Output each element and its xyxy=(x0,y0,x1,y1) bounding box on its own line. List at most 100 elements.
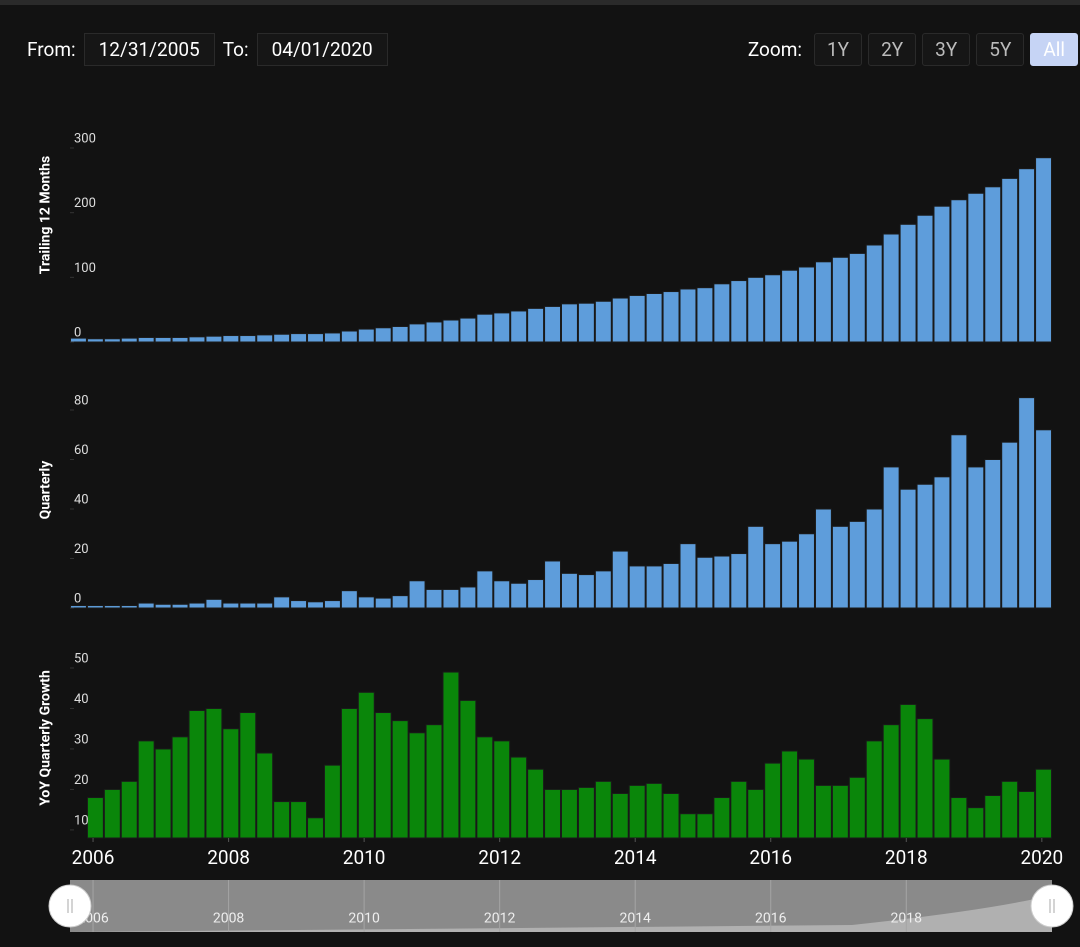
bar xyxy=(831,256,849,343)
zoom: Zoom: 1Y 2Y 3Y 5Y All xyxy=(748,32,1078,66)
bar xyxy=(459,317,477,343)
y-tick-label: 20 xyxy=(74,542,89,557)
y-tick-label: 200 xyxy=(74,196,96,211)
y-tick-label: 40 xyxy=(74,692,89,707)
bar xyxy=(865,244,883,343)
zoom-button[interactable]: 1Y xyxy=(813,32,863,66)
x-tick-label: 2020 xyxy=(1020,846,1063,869)
bar xyxy=(764,762,782,839)
bar xyxy=(205,598,223,609)
bar xyxy=(408,732,426,839)
bar xyxy=(1018,790,1036,839)
bar xyxy=(171,603,189,609)
bar xyxy=(984,459,1002,609)
handle-circle xyxy=(1030,884,1074,928)
bar xyxy=(950,199,968,343)
navigator-label: 2018 xyxy=(891,911,923,927)
bar xyxy=(323,332,341,343)
bar xyxy=(442,319,460,343)
bar xyxy=(882,466,900,609)
bar xyxy=(1018,397,1036,609)
bar xyxy=(442,588,460,609)
bar xyxy=(899,488,917,609)
bar xyxy=(984,186,1002,343)
to-input[interactable]: 04/01/2020 xyxy=(256,32,388,66)
bar xyxy=(679,543,697,609)
bar xyxy=(544,305,562,343)
x-tick-label: 2018 xyxy=(885,846,928,869)
y-tick-label: 80 xyxy=(74,393,89,408)
bar xyxy=(899,223,917,343)
navigator-label: 2010 xyxy=(348,911,380,927)
bar xyxy=(831,784,849,839)
zoom-button[interactable]: All xyxy=(1030,32,1078,66)
navigator-label: 2008 xyxy=(213,911,245,927)
bar xyxy=(1001,441,1019,609)
y-tick-label: 100 xyxy=(74,261,96,276)
bar xyxy=(577,574,595,609)
bar xyxy=(1035,429,1053,609)
y-tick-label: 60 xyxy=(74,443,89,458)
bar xyxy=(188,602,206,609)
bar xyxy=(70,337,87,343)
bar xyxy=(1035,768,1053,839)
navigator-handle[interactable] xyxy=(1030,884,1074,928)
zoom-button[interactable]: 3Y xyxy=(922,32,971,66)
bar xyxy=(865,740,883,839)
y-tick-label: 30 xyxy=(74,732,89,747)
bar xyxy=(781,750,799,839)
bar xyxy=(273,596,291,609)
bar xyxy=(679,813,697,839)
date-range: From: 12/31/2005 To: 04/01/2020 xyxy=(27,32,396,66)
bar xyxy=(120,605,138,609)
x-tick-label: 2010 xyxy=(343,846,386,869)
bar xyxy=(476,313,494,343)
bar xyxy=(290,333,308,343)
bar xyxy=(476,570,494,609)
bar xyxy=(391,595,409,609)
navigator-handle[interactable] xyxy=(48,884,92,928)
bar xyxy=(510,756,528,839)
bar xyxy=(696,287,714,343)
bar xyxy=(730,553,748,609)
bar xyxy=(408,580,426,609)
bar xyxy=(256,752,274,839)
bar xyxy=(391,720,409,839)
x-tick-label: 2006 xyxy=(72,846,115,869)
bar xyxy=(510,582,528,609)
bar xyxy=(798,266,815,343)
bar xyxy=(594,780,612,839)
from-input[interactable]: 12/31/2005 xyxy=(83,32,215,66)
bar xyxy=(188,710,206,839)
bar xyxy=(493,740,511,839)
bar xyxy=(323,764,341,839)
bar xyxy=(171,736,189,839)
bar xyxy=(374,327,392,343)
zoom-button[interactable]: 5Y xyxy=(976,32,1025,66)
y-tick-label: 0 xyxy=(74,325,81,340)
bar xyxy=(307,333,324,343)
bar xyxy=(577,302,595,343)
bar xyxy=(442,671,460,839)
zoom-button[interactable]: 2Y xyxy=(868,32,917,66)
bar xyxy=(899,703,917,839)
bar xyxy=(781,269,799,343)
bar xyxy=(831,525,849,609)
bar xyxy=(222,335,240,343)
bar xyxy=(120,337,138,343)
navigator-area xyxy=(70,895,1052,932)
bar xyxy=(103,788,121,839)
bar xyxy=(357,596,375,609)
bar xyxy=(814,784,832,839)
bar xyxy=(425,588,443,609)
bar xyxy=(340,330,358,343)
bar xyxy=(764,543,782,609)
bar xyxy=(137,740,155,839)
bar xyxy=(730,280,748,343)
bar xyxy=(814,261,832,343)
bar xyxy=(764,274,782,343)
bar xyxy=(713,797,731,839)
y-axis-title: Trailing 12 Months xyxy=(38,156,54,274)
to-label: To: xyxy=(222,37,249,61)
